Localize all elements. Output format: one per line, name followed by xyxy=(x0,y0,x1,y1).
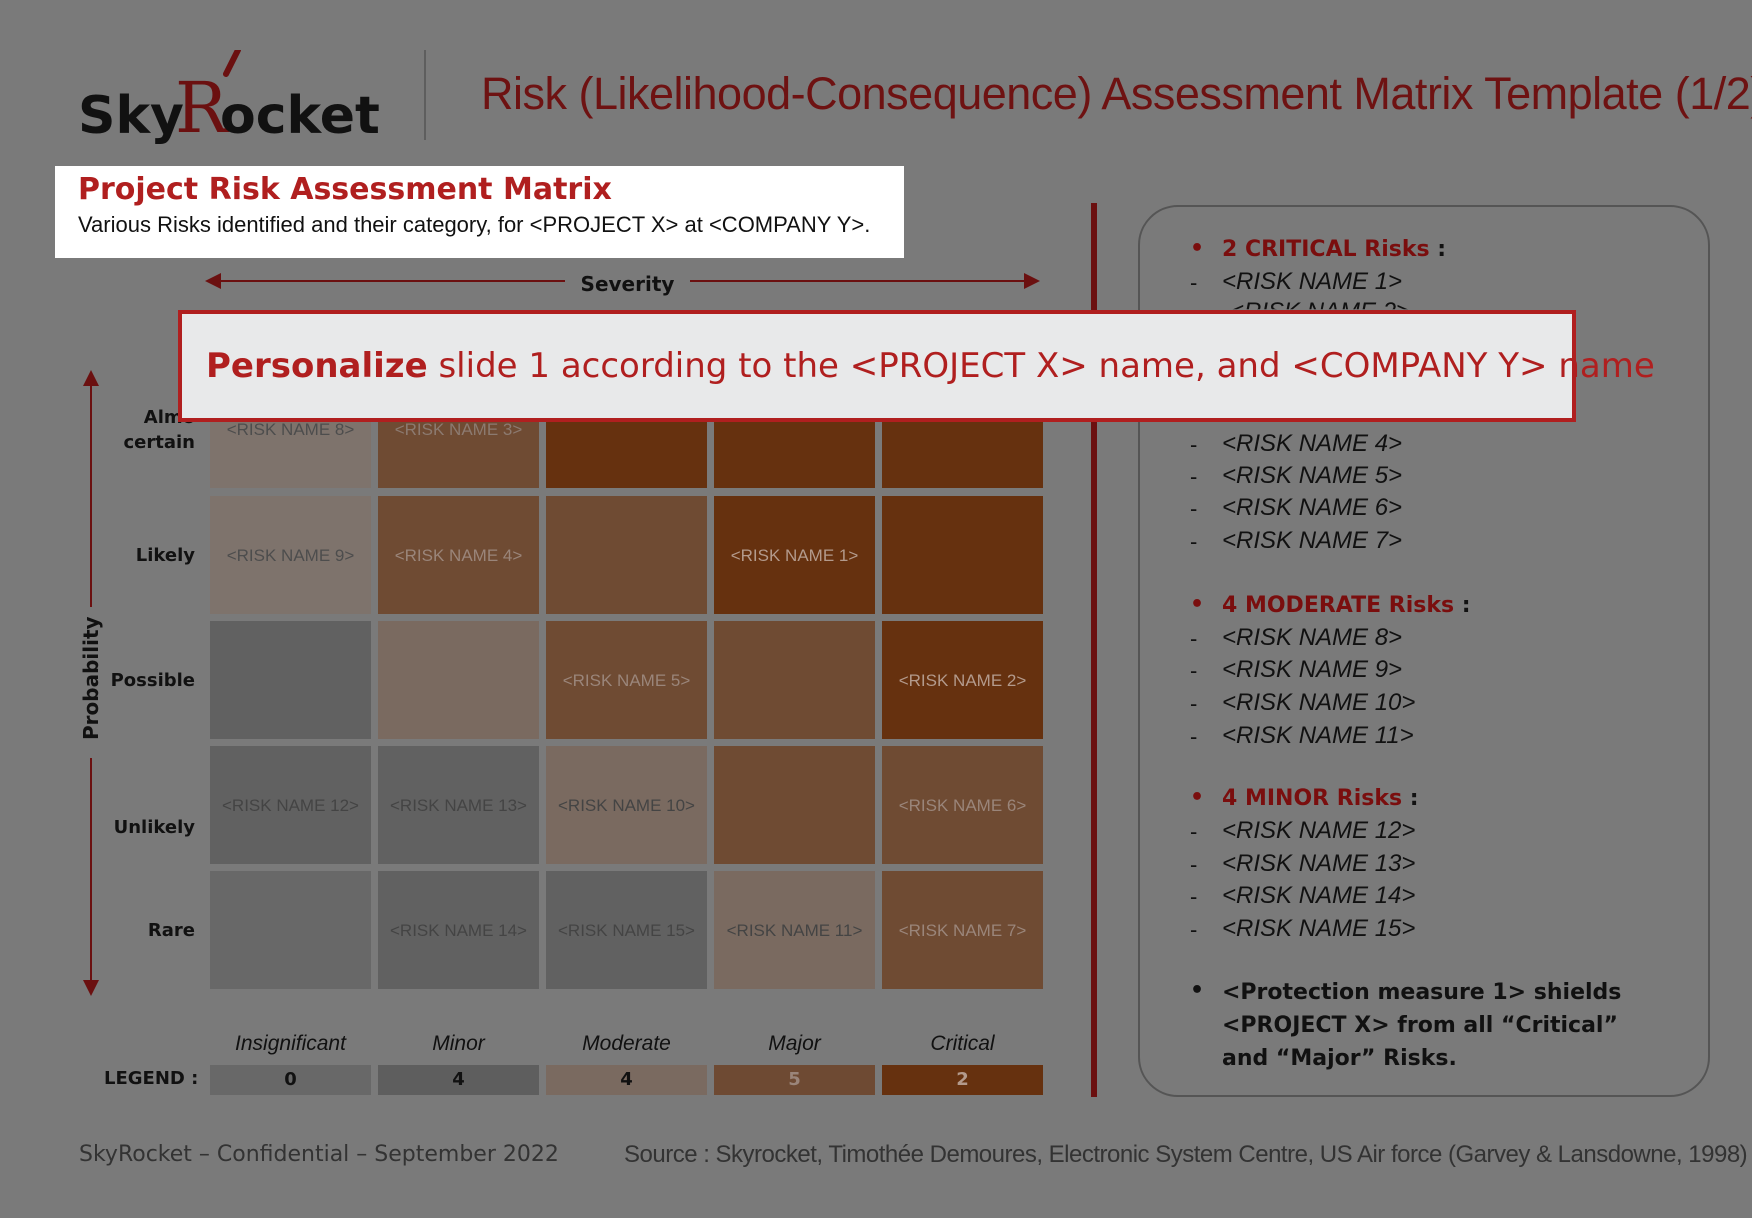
critical-risk-item-2: <RISK NAME 2> xyxy=(1230,298,1410,309)
minor-risks-heading: 4 MINOR Risks : xyxy=(1222,786,1419,811)
matrix-cell-r4-c4[interactable]: <RISK NAME 7> xyxy=(882,871,1043,989)
callout-text: slide 1 according to the <PROJECT X> nam… xyxy=(427,346,1655,386)
row-label-possible: Possible xyxy=(110,670,195,691)
row-label-likely: Likely xyxy=(135,545,195,566)
severity-arrow-right-icon xyxy=(1024,273,1040,289)
dash-icon: - xyxy=(1190,724,1198,749)
matrix-header-box: Project Risk Assessment Matrix Various R… xyxy=(55,166,904,258)
major-risk-item-6: <RISK NAME 6> xyxy=(1222,494,1403,521)
dash-icon: - xyxy=(1190,819,1198,844)
footer-source: Source : Skyrocket, Timothée Demoures, E… xyxy=(624,1141,1748,1168)
legend-count-major: 5 xyxy=(714,1065,875,1095)
moderate-risk-item-10: <RISK NAME 10> xyxy=(1222,689,1416,716)
dash-icon: - xyxy=(1190,529,1198,554)
major-risk-item-4: <RISK NAME 4> xyxy=(1222,430,1403,457)
matrix-cell-r4-c1[interactable]: <RISK NAME 14> xyxy=(378,871,539,989)
matrix-cell-r4-c2[interactable]: <RISK NAME 15> xyxy=(546,871,707,989)
minor-risk-item-15: <RISK NAME 15> xyxy=(1222,915,1416,942)
matrix-cell-r1-c3[interactable]: <RISK NAME 1> xyxy=(714,496,875,614)
dash-icon: - xyxy=(1190,626,1198,651)
legend-count-minor: 4 xyxy=(378,1065,539,1095)
dash-icon: - xyxy=(1190,658,1198,683)
vertical-divider xyxy=(1091,203,1097,1097)
probability-arrow-up-icon xyxy=(83,370,99,386)
matrix-cell-r2-c3[interactable] xyxy=(714,621,875,739)
severity-arrow-line-left xyxy=(220,280,565,282)
matrix-cell-r3-c0[interactable]: <RISK NAME 12> xyxy=(210,746,371,864)
matrix-cell-r2-c0[interactable] xyxy=(210,621,371,739)
probability-axis-label: Probability xyxy=(79,616,103,740)
severity-axis-label: Severity xyxy=(580,272,675,296)
severity-level-critical: Critical xyxy=(930,1032,995,1055)
logo-text-sky: Sky xyxy=(78,86,184,146)
matrix-cell-r1-c1[interactable]: <RISK NAME 4> xyxy=(378,496,539,614)
dash-icon: - xyxy=(1190,852,1198,877)
severity-arrow-left-icon xyxy=(205,273,221,289)
minor-risk-item-13: <RISK NAME 13> xyxy=(1222,850,1416,877)
matrix-cell-r2-c4[interactable]: <RISK NAME 2> xyxy=(882,621,1043,739)
moderate-risk-item-8: <RISK NAME 8> xyxy=(1222,624,1403,651)
moderate-risk-item-11: <RISK NAME 11> xyxy=(1222,722,1414,749)
protection-measure-note: <Protection measure 1> shields <PROJECT … xyxy=(1222,980,1622,1071)
severity-level-major: Major xyxy=(768,1032,821,1055)
moderate-risk-item-9: <RISK NAME 9> xyxy=(1222,656,1403,683)
moderate-risks-heading: 4 MODERATE Risks : xyxy=(1222,593,1471,618)
probability-arrow-line-bottom xyxy=(90,758,92,981)
row-label-rare: Rare xyxy=(147,920,195,941)
logo-text-r: R xyxy=(175,67,230,149)
bullet-icon: • xyxy=(1190,978,1205,1003)
matrix-cell-r1-c4[interactable] xyxy=(882,496,1043,614)
matrix-title: Project Risk Assessment Matrix xyxy=(78,172,612,207)
matrix-cell-r2-c2[interactable]: <RISK NAME 5> xyxy=(546,621,707,739)
row-label-unlikely: Unlikely xyxy=(113,817,195,838)
dash-icon: - xyxy=(1190,270,1198,295)
dash-icon: - xyxy=(1190,691,1198,716)
matrix-cell-r1-c0[interactable]: <RISK NAME 9> xyxy=(210,496,371,614)
legend-count-moderate: 4 xyxy=(546,1065,707,1095)
bullet-icon: • xyxy=(1190,236,1205,261)
dash-icon: - xyxy=(1190,917,1198,942)
critical-risks-heading: 2 CRITICAL Risks : xyxy=(1222,237,1447,262)
logo-text-ocket: ocket xyxy=(220,86,380,146)
footer-confidential: SkyRocket – Confidential – September 202… xyxy=(79,1142,559,1167)
matrix-subtitle: Various Risks identified and their categ… xyxy=(78,212,871,237)
severity-level-minor: Minor xyxy=(432,1032,485,1055)
matrix-cell-r3-c2[interactable]: <RISK NAME 10> xyxy=(546,746,707,864)
severity-level-insignificant: Insignificant xyxy=(235,1032,346,1055)
matrix-cell-r3-c1[interactable]: <RISK NAME 13> xyxy=(378,746,539,864)
minor-risk-item-12: <RISK NAME 12> xyxy=(1222,817,1416,844)
legend-count-insignificant: 0 xyxy=(210,1065,371,1095)
matrix-cell-r3-c4[interactable]: <RISK NAME 6> xyxy=(882,746,1043,864)
bullet-icon: • xyxy=(1190,785,1205,810)
probability-arrow-line-top xyxy=(90,385,92,607)
callout-bold: Personalize xyxy=(206,346,428,386)
legend-label: LEGEND : xyxy=(104,1068,199,1089)
dash-icon: - xyxy=(1190,432,1198,457)
matrix-cell-r1-c2[interactable] xyxy=(546,496,707,614)
personalize-callout: Personalize slide 1 according to the <PR… xyxy=(178,310,1655,422)
bullet-icon: • xyxy=(1190,592,1205,617)
slide-title: Risk (Likelihood-Consequence) Assessment… xyxy=(481,68,1752,119)
minor-risk-item-14: <RISK NAME 14> xyxy=(1222,882,1416,909)
header-divider xyxy=(424,50,426,140)
severity-arrow-line-right xyxy=(690,280,1025,282)
matrix-cell-r2-c1[interactable] xyxy=(378,621,539,739)
severity-level-moderate: Moderate xyxy=(582,1032,671,1055)
risk-summary-panel xyxy=(1138,205,1710,1097)
major-risk-item-7: <RISK NAME 7> xyxy=(1222,527,1403,554)
legend-count-critical: 2 xyxy=(882,1065,1043,1095)
probability-arrow-down-icon xyxy=(83,980,99,996)
major-risk-item-5: <RISK NAME 5> xyxy=(1222,462,1403,489)
dash-icon: - xyxy=(1190,464,1198,489)
dash-icon: - xyxy=(1190,496,1198,521)
dash-icon: - xyxy=(1190,884,1198,909)
matrix-cell-r4-c0[interactable] xyxy=(210,871,371,989)
matrix-cell-r4-c3[interactable]: <RISK NAME 11> xyxy=(714,871,875,989)
matrix-cell-r3-c3[interactable] xyxy=(714,746,875,864)
critical-risk-item-1: <RISK NAME 1> xyxy=(1222,268,1403,295)
skyrocket-logo: Sky R ocket xyxy=(78,47,398,150)
